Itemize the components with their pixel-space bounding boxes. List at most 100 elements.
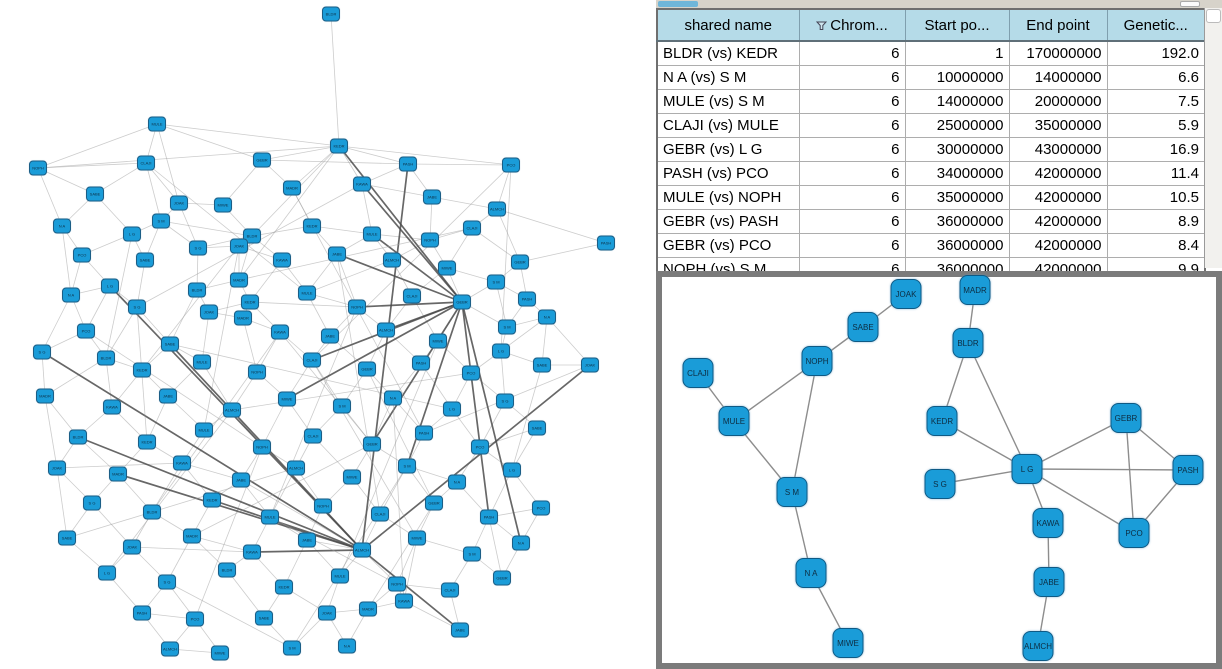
network-edge[interactable]: [1026, 468, 1135, 534]
network-edge[interactable]: [371, 233, 463, 303]
network-edge[interactable]: [338, 145, 409, 165]
network-node-ov108[interactable]: ALMCH: [353, 542, 371, 558]
network-node-ov105[interactable]: MADR: [183, 528, 201, 544]
network-edge[interactable]: [56, 467, 68, 539]
network-node-ov54[interactable]: N A: [538, 309, 556, 325]
network-node-ov92[interactable]: N A: [448, 474, 466, 490]
network-node-ov31[interactable]: JABE: [328, 246, 346, 262]
network-node-ov106[interactable]: KAWA: [243, 544, 261, 560]
network-edge[interactable]: [136, 259, 146, 308]
network-node-ov85[interactable]: JOAK: [48, 460, 66, 476]
network-edge[interactable]: [546, 316, 591, 366]
network-edge[interactable]: [151, 462, 183, 513]
network-edge[interactable]: [37, 162, 147, 169]
network-node-ov18[interactable]: S G: [189, 240, 207, 256]
network-node-ov94[interactable]: S G: [83, 495, 101, 511]
network-edge[interactable]: [37, 167, 63, 227]
network-node-ov126[interactable]: JABE: [451, 622, 469, 638]
network-node-ov83[interactable]: PCO: [471, 439, 489, 455]
network-edge[interactable]: [194, 446, 263, 620]
network-node-ov11[interactable]: KAWA: [353, 176, 371, 192]
table-row[interactable]: N A (vs) S M 6 10000000 14000000 6.6: [656, 65, 1206, 90]
network-node-ov87[interactable]: KAWA: [173, 455, 191, 471]
column-header-2[interactable]: Start po...: [904, 8, 1010, 42]
network-edge[interactable]: [166, 581, 293, 649]
network-node-ov118[interactable]: CLAJI: [441, 582, 459, 598]
network-node-ov46[interactable]: SABE: [161, 336, 179, 352]
network-node-ov36[interactable]: L G: [101, 278, 119, 294]
network-node-ov27[interactable]: SABE: [136, 252, 154, 268]
network-edge[interactable]: [420, 362, 453, 410]
network-node-ov123[interactable]: JOAK: [318, 605, 336, 621]
network-edge[interactable]: [339, 340, 439, 577]
network-node-ov65[interactable]: SABE: [533, 357, 551, 373]
network-node-ov112[interactable]: L G: [98, 565, 116, 581]
scroll-corner-fragment[interactable]: [1180, 1, 1200, 7]
table-row[interactable]: MULE (vs) NOPH 6 35000000 42000000 10.5: [656, 185, 1206, 210]
network-edge[interactable]: [488, 516, 503, 579]
column-header-1[interactable]: Chrom...: [798, 8, 906, 42]
network-edge[interactable]: [105, 233, 133, 359]
network-node-ov66[interactable]: JOAK: [581, 357, 599, 373]
network-node-ov5[interactable]: GEBR: [253, 152, 271, 168]
network-edge[interactable]: [461, 301, 522, 544]
network-edge[interactable]: [105, 357, 113, 408]
network-node-ov37[interactable]: S G: [128, 299, 146, 315]
header-tab-fragment[interactable]: [658, 1, 698, 7]
network-node-ov69[interactable]: JABE: [159, 388, 177, 404]
table-scrollbar[interactable]: [1204, 8, 1222, 268]
network-node-ov42[interactable]: CLAJI: [403, 288, 421, 304]
network-node-ALMCH[interactable]: ALMCH: [1022, 631, 1054, 661]
network-node-ov113[interactable]: S G: [158, 574, 176, 590]
network-node-ov51[interactable]: ALMCH: [377, 322, 395, 338]
network-node-ov76[interactable]: BLDR: [69, 429, 87, 445]
network-edge[interactable]: [166, 535, 193, 583]
network-node-ov2[interactable]: MULE: [148, 116, 166, 132]
network-edge[interactable]: [156, 123, 340, 147]
network-edge[interactable]: [211, 499, 363, 551]
network-node-ov57[interactable]: BLDR: [97, 350, 115, 366]
network-edge[interactable]: [41, 351, 363, 551]
network-node-ov22[interactable]: NOPH: [421, 232, 439, 248]
network-node-ov16[interactable]: N A: [53, 218, 71, 234]
network-node-ov104[interactable]: JOAK: [123, 539, 141, 555]
network-node-ov80[interactable]: CLAJI: [304, 428, 322, 444]
network-edge[interactable]: [249, 301, 358, 308]
network-edge[interactable]: [61, 225, 72, 296]
network-node-ov52[interactable]: MIWE: [429, 333, 447, 349]
network-node-ov17[interactable]: L G: [123, 226, 141, 242]
network-node-ov12[interactable]: JABE: [423, 189, 441, 205]
network-node-ov130[interactable]: N A: [338, 638, 356, 654]
network-edge[interactable]: [231, 372, 472, 411]
network-node-ov34[interactable]: S M: [487, 274, 505, 290]
network-edge[interactable]: [392, 397, 405, 602]
network-node-ov99[interactable]: CLAJI: [371, 506, 389, 522]
network-edge[interactable]: [496, 208, 607, 244]
network-edge[interactable]: [191, 535, 253, 553]
network-edge[interactable]: [336, 253, 381, 515]
network-edge[interactable]: [145, 162, 308, 294]
network-edge[interactable]: [403, 537, 418, 602]
network-node-ov77[interactable]: KEDR: [138, 434, 156, 450]
network-node-ov122[interactable]: SABE: [255, 610, 273, 626]
network-edge[interactable]: [131, 546, 253, 553]
network-edge[interactable]: [311, 359, 343, 407]
network-node-ov13[interactable]: ALMCH: [488, 201, 506, 217]
network-node-ov30[interactable]: KAWA: [273, 252, 291, 268]
network-edge[interactable]: [291, 465, 408, 649]
network-node-ov91[interactable]: S M: [398, 458, 416, 474]
network-node-ov4[interactable]: CLAJI: [137, 155, 155, 171]
network-edge[interactable]: [791, 360, 818, 493]
network-edge[interactable]: [242, 317, 258, 373]
network-node-ov68[interactable]: KAWA: [103, 399, 121, 415]
network-edge[interactable]: [396, 537, 418, 585]
network-edge[interactable]: [283, 539, 308, 588]
network-edge[interactable]: [37, 145, 340, 169]
network-edge[interactable]: [356, 301, 463, 308]
network-node-ov3[interactable]: NOPH: [29, 160, 47, 176]
network-node-ov101[interactable]: PASH: [480, 509, 498, 525]
network-node-ov67[interactable]: MADR: [36, 388, 54, 404]
network-node-ov117[interactable]: NOPH: [388, 576, 406, 592]
network-edge[interactable]: [361, 549, 461, 631]
network-node-ov35[interactable]: N A: [62, 287, 80, 303]
